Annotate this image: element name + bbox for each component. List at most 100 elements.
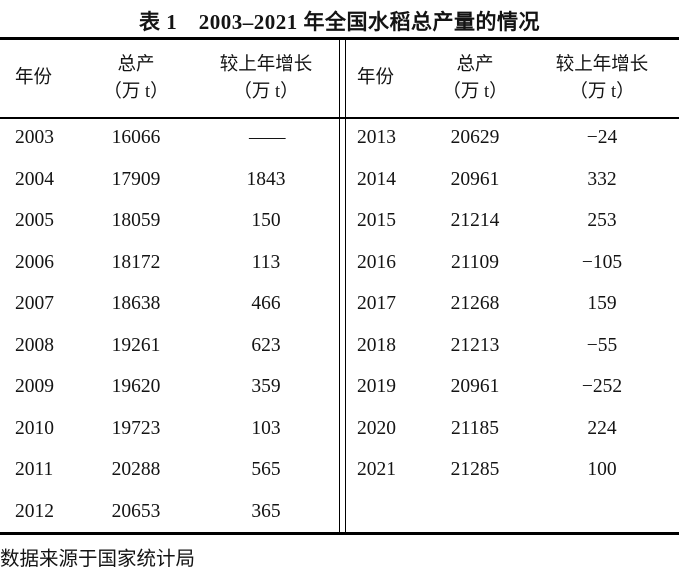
growth-value-cell: 100 — [587, 459, 617, 481]
production-table-right: 年份 总产 （万 t） 较上年增长 （万 t） 2013 20629 −24 2014… — [345, 40, 679, 491]
year-cell: 2003 — [15, 127, 54, 149]
year-cell: 2014 — [357, 168, 396, 190]
total-header-line2: （万 t） — [103, 81, 169, 102]
year-cell: 2008 — [15, 334, 54, 356]
total-value-cell: 18059 — [111, 210, 161, 232]
header-row: 年份 总产 （万 t） 较上年增长 （万 t） — [0, 40, 345, 117]
table-row: 2010 19723 103 — [0, 408, 345, 450]
table-row: 2019 20961 −252 — [345, 366, 679, 408]
total-column-header: 总产 （万 t） — [85, 40, 187, 117]
growth-column-header: 较上年增长 （万 t） — [187, 40, 345, 117]
total-header-line1: 总产 — [456, 54, 494, 75]
table-row: 2005 18059 150 — [0, 200, 345, 242]
growth-header-line1: 较上年增长 — [555, 54, 649, 75]
year-cell: 2007 — [15, 293, 54, 315]
year-cell: 2005 — [15, 210, 54, 232]
total-value-cell: 21214 — [450, 210, 500, 232]
growth-value-cell: −252 — [581, 376, 623, 398]
table-row: 2014 20961 332 — [345, 159, 679, 201]
growth-header-line1: 较上年增长 — [219, 54, 313, 75]
table-title: 表 1 2003–2021 年全国水稻总产量的情况 — [139, 10, 540, 34]
total-value-cell: 21185 — [450, 417, 500, 439]
total-value-cell: 17909 — [111, 168, 161, 190]
growth-value-cell: 466 — [251, 293, 281, 315]
total-header-line1: 总产 — [117, 54, 155, 75]
table-row: 2020 21185 224 — [345, 408, 679, 450]
total-value-cell: 18172 — [111, 251, 161, 273]
growth-value-cell: 113 — [251, 251, 281, 273]
year-cell: 2015 — [357, 210, 396, 232]
table-body-left: 2003 16066 —— 2004 17909 1843 2005 18059 150 2006… — [0, 117, 345, 532]
year-cell: 2021 — [357, 459, 396, 481]
year-cell: 2017 — [357, 293, 396, 315]
growth-value-cell: 1843 — [246, 168, 286, 190]
growth-value-cell: 365 — [251, 500, 281, 522]
total-value-cell: 21268 — [450, 293, 500, 315]
production-table-left: 年份 总产 （万 t） 较上年增长 （万 t） 2003 16066 —— 2004 1… — [0, 40, 345, 532]
total-value-cell: 19261 — [111, 334, 161, 356]
growth-value-cell: —— — [249, 127, 286, 149]
table-row: 2006 18172 113 — [0, 242, 345, 284]
year-cell: 2012 — [15, 500, 54, 522]
table-row: 2013 20629 −24 — [345, 117, 679, 159]
year-cell: 2006 — [15, 251, 54, 273]
total-column-header: 总产 （万 t） — [425, 40, 525, 117]
data-source-note: 数据来源于国家统计局 — [0, 549, 196, 570]
table-row: 2021 21285 100 — [345, 449, 679, 491]
growth-value-cell: −105 — [581, 251, 623, 273]
year-cell: 2016 — [357, 251, 396, 273]
header-row: 年份 总产 （万 t） 较上年增长 （万 t） — [345, 40, 679, 117]
table-row: 2011 20288 565 — [0, 449, 345, 491]
table-header-left: 年份 总产 （万 t） 较上年增长 （万 t） — [0, 40, 345, 117]
table-body-right: 2013 20629 −24 2014 20961 332 2015 21214 253 2016… — [345, 117, 679, 491]
total-value-cell: 21285 — [450, 459, 500, 481]
table-row: 2018 21213 −55 — [345, 325, 679, 367]
year-cell: 2004 — [15, 168, 54, 190]
total-value-cell: 19723 — [111, 417, 161, 439]
year-cell: 2011 — [15, 459, 54, 481]
total-value-cell: 21213 — [450, 334, 500, 356]
growth-value-cell: 159 — [587, 293, 617, 315]
table-row: 2015 21214 253 — [345, 200, 679, 242]
year-cell: 2018 — [357, 334, 396, 356]
growth-value-cell: 253 — [587, 210, 617, 232]
table-row: 2008 19261 623 — [0, 325, 345, 367]
double-vertical-divider — [339, 40, 346, 532]
total-value-cell: 20629 — [450, 127, 500, 149]
growth-value-cell: 103 — [251, 417, 281, 439]
table-half-right: 年份 总产 （万 t） 较上年增长 （万 t） 2013 20629 −24 2014… — [345, 40, 679, 532]
year-cell: 2010 — [15, 417, 54, 439]
table-row: 2009 19620 359 — [0, 366, 345, 408]
table-1: 年份 总产 （万 t） 较上年增长 （万 t） 2003 16066 —— 2004 1… — [0, 37, 679, 535]
total-value-cell: 16066 — [111, 127, 161, 149]
total-value-cell: 20961 — [450, 376, 500, 398]
table-row: 2004 17909 1843 — [0, 159, 345, 201]
growth-value-cell: −55 — [586, 334, 618, 356]
growth-value-cell: 150 — [251, 210, 281, 232]
growth-value-cell: 565 — [251, 459, 281, 481]
year-column-header: 年份 — [357, 68, 395, 89]
table-row: 2007 18638 466 — [0, 283, 345, 325]
growth-value-cell: 224 — [587, 417, 617, 439]
year-cell: 2019 — [357, 376, 396, 398]
total-value-cell: 21109 — [450, 251, 500, 273]
total-value-cell: 20961 — [450, 168, 500, 190]
year-cell: 2013 — [357, 127, 396, 149]
total-value-cell: 18638 — [111, 293, 161, 315]
total-value-cell: 20653 — [111, 500, 161, 522]
table-half-left: 年份 总产 （万 t） 较上年增长 （万 t） 2003 16066 —— 2004 1… — [0, 40, 345, 532]
table-row: 2016 21109 −105 — [345, 242, 679, 284]
table-row: 2003 16066 —— — [0, 117, 345, 159]
growth-column-header: 较上年增长 （万 t） — [525, 40, 679, 117]
growth-header-line2: （万 t） — [233, 81, 299, 102]
growth-header-line2: （万 t） — [569, 81, 635, 102]
growth-value-cell: 332 — [587, 168, 617, 190]
table-row: 2017 21268 159 — [345, 283, 679, 325]
table-row: 2012 20653 365 — [0, 491, 345, 533]
growth-value-cell: −24 — [586, 127, 618, 149]
growth-value-cell: 623 — [251, 334, 281, 356]
year-cell: 2020 — [357, 417, 396, 439]
total-header-line2: （万 t） — [442, 81, 508, 102]
year-column-header: 年份 — [15, 68, 53, 89]
